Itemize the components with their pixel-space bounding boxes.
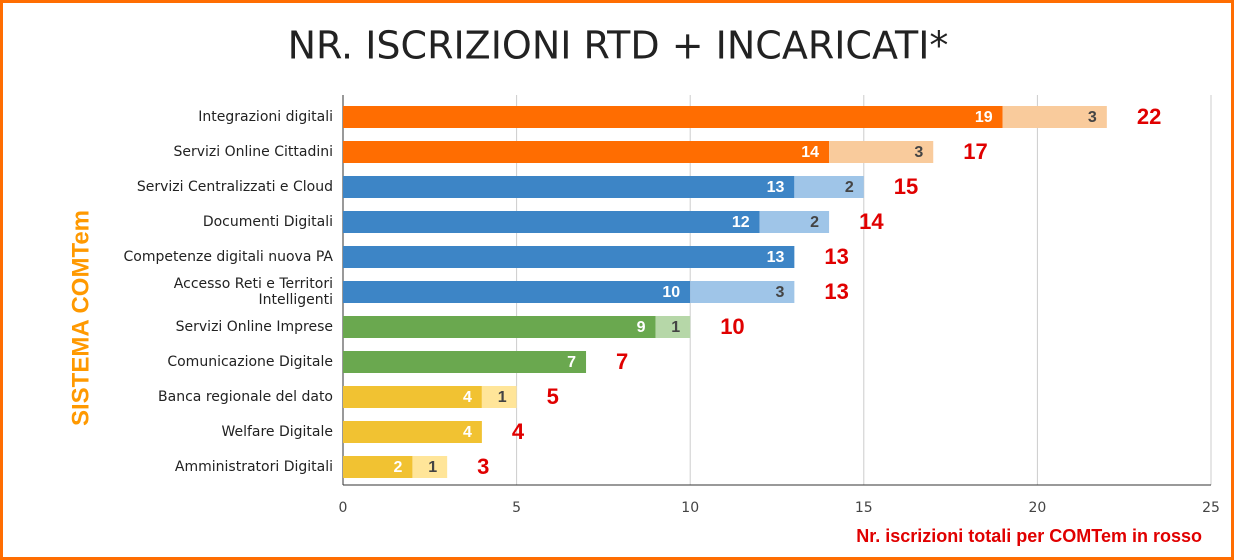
value-label: 7	[567, 354, 576, 371]
value-label: 9	[637, 319, 646, 336]
total-label: 22	[1137, 104, 1161, 129]
x-tick-label: 10	[681, 500, 699, 516]
bar-segment	[829, 141, 934, 163]
y-tick-label: Servizi Centralizzati e Cloud	[137, 179, 333, 195]
value-label: 13	[767, 179, 785, 196]
bar-segment	[690, 281, 795, 303]
bar-segment	[655, 316, 691, 338]
total-label: 5	[547, 384, 559, 409]
x-tick-label: 0	[339, 500, 348, 516]
x-tick-label: 25	[1202, 500, 1220, 516]
y-tick-label: Comunicazione Digitale	[167, 354, 333, 370]
y-tick-label: Amministratori Digitali	[175, 459, 333, 475]
bar-segment	[343, 211, 760, 233]
total-label: 3	[477, 454, 489, 479]
y-tick-label: Accesso Reti e Territori Intelligenti	[174, 276, 333, 308]
value-label: 1	[498, 389, 507, 406]
total-label: 4	[512, 419, 525, 444]
y-axis-label: SISTEMA COMTem	[67, 210, 94, 426]
value-label: 3	[775, 284, 784, 301]
total-label: 13	[824, 244, 848, 269]
y-tick-label: Welfare Digitale	[221, 424, 333, 440]
x-axis-label: Nr. iscrizioni totali per COMTem in ross…	[856, 526, 1202, 546]
value-label: 1	[671, 319, 680, 336]
y-tick-label: Banca regionale del dato	[158, 389, 333, 405]
value-label: 2	[394, 459, 403, 476]
bar-segment	[759, 211, 830, 233]
y-tick-label: Servizi Online Imprese	[176, 319, 333, 335]
bar-segment	[343, 106, 1003, 128]
bar-segment	[343, 141, 830, 163]
bar-segment	[343, 386, 482, 408]
value-label: 12	[732, 214, 750, 231]
y-tick-label: Documenti Digitali	[203, 214, 333, 230]
bar-segment	[343, 316, 656, 338]
bar-segment	[794, 176, 864, 198]
value-label: 4	[463, 389, 472, 406]
bar-segment	[412, 456, 448, 478]
value-label: 2	[845, 179, 854, 196]
x-tick-label: 15	[855, 500, 873, 516]
value-label: 10	[662, 284, 680, 301]
bar-segment	[343, 246, 795, 268]
value-label: 13	[767, 249, 785, 266]
value-label: 19	[975, 109, 993, 126]
bar-segment	[343, 351, 587, 373]
total-label: 17	[963, 139, 987, 164]
value-label: 2	[810, 214, 819, 231]
bar-segment	[343, 281, 691, 303]
y-tick-label: Competenze digitali nuova PA	[124, 249, 334, 265]
bar-segment	[1002, 106, 1107, 128]
chart-title: NR. ISCRIZIONI RTD + INCARICATI*	[288, 24, 949, 68]
y-tick-label: Integrazioni digitali	[198, 109, 333, 125]
bar-segment	[343, 176, 795, 198]
x-tick-label: 20	[1028, 500, 1046, 516]
x-tick-label: 5	[512, 500, 521, 516]
value-label: 4	[463, 424, 472, 441]
value-label: 1	[428, 459, 437, 476]
value-label: 3	[914, 144, 923, 161]
bar-segment	[343, 421, 482, 443]
total-label: 14	[859, 209, 884, 234]
total-label: 15	[894, 174, 918, 199]
value-label: 3	[1088, 109, 1097, 126]
total-label: 13	[824, 279, 848, 304]
total-label: 7	[616, 349, 628, 374]
bar-segment	[343, 456, 413, 478]
y-tick-label: Servizi Online Cittadini	[174, 144, 334, 160]
bar-segment	[481, 386, 517, 408]
total-label: 10	[720, 314, 744, 339]
value-label: 14	[801, 144, 819, 161]
